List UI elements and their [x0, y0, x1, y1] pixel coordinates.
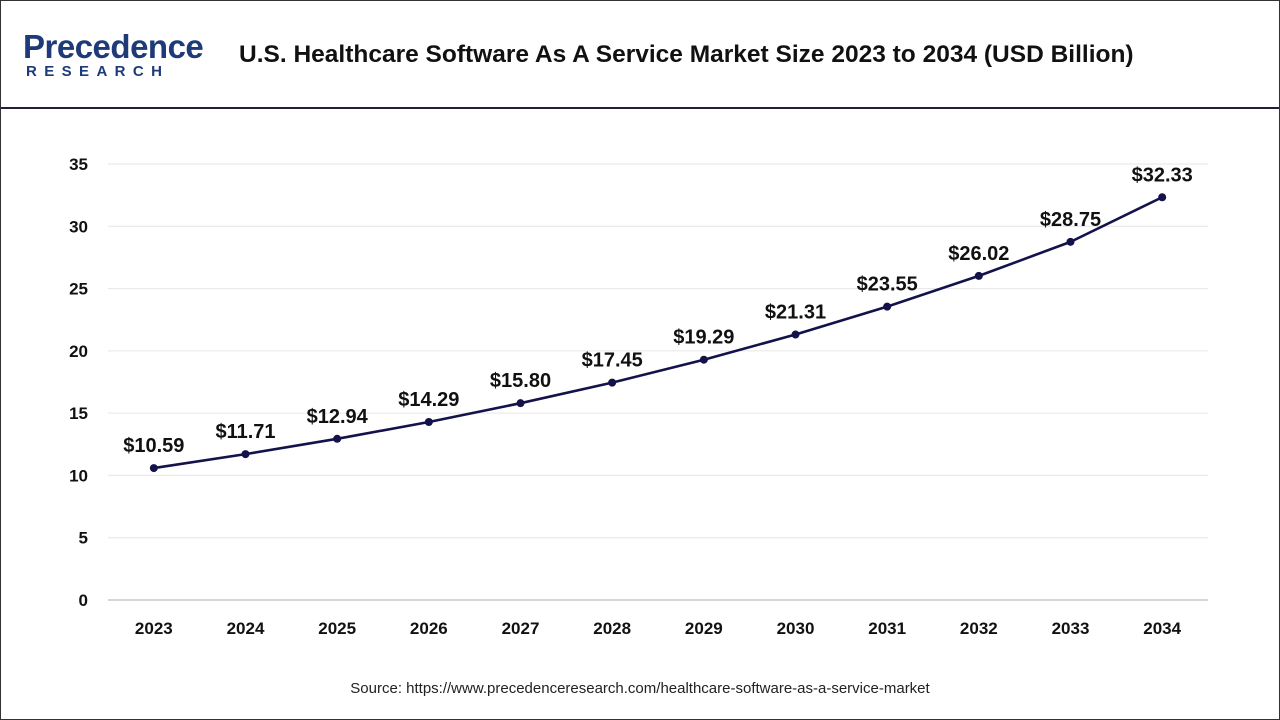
data-point — [1158, 193, 1167, 202]
data-point — [791, 330, 800, 339]
y-tick-label: 30 — [69, 217, 88, 236]
data-point — [333, 434, 342, 443]
data-label: $23.55 — [857, 274, 918, 296]
brand-name: Precedence — [23, 28, 204, 65]
data-point — [974, 271, 983, 280]
data-label: $10.59 — [123, 435, 184, 457]
x-tick-label: 2031 — [868, 619, 906, 638]
x-tick-label: 2028 — [593, 619, 631, 638]
brand-logo: Precedence RESEARCH — [23, 29, 223, 85]
data-point — [241, 450, 250, 459]
brand-subname: RESEARCH — [26, 63, 170, 80]
series-line — [153, 196, 1163, 470]
data-label: $15.80 — [490, 370, 551, 392]
data-label: $17.45 — [582, 350, 643, 372]
data-point — [608, 378, 617, 387]
x-tick-label: 2023 — [135, 619, 173, 638]
chart-title: U.S. Healthcare Software As A Service Ma… — [239, 41, 1134, 68]
data-point — [883, 302, 892, 311]
data-label: $26.02 — [948, 243, 1009, 265]
y-tick-label: 10 — [69, 466, 88, 485]
data-label: $32.33 — [1132, 164, 1193, 186]
x-tick-label: 2026 — [410, 619, 448, 638]
data-label: $11.71 — [215, 421, 275, 443]
x-tick-label: 2030 — [777, 619, 815, 638]
y-tick-label: 20 — [69, 342, 88, 361]
x-tick-label: 2029 — [685, 619, 723, 638]
x-tick-label: 2024 — [227, 619, 265, 638]
data-label: $21.31 — [765, 302, 826, 324]
data-point — [1066, 237, 1075, 246]
x-tick-label: 2034 — [1143, 619, 1181, 638]
data-label: $14.29 — [398, 389, 459, 411]
y-tick-label: 15 — [69, 404, 88, 423]
header: Precedence RESEARCH U.S. Healthcare Soft… — [1, 1, 1279, 109]
y-tick-label: 0 — [79, 591, 88, 610]
data-label: $28.75 — [1040, 209, 1101, 231]
data-label: $19.29 — [673, 327, 734, 349]
data-point — [699, 355, 708, 364]
x-tick-label: 2033 — [1052, 619, 1090, 638]
data-label: $12.94 — [307, 406, 369, 428]
data-point — [149, 464, 158, 473]
source-note: Source: https://www.precedenceresearch.c… — [350, 680, 930, 697]
y-tick-label: 5 — [79, 529, 88, 548]
data-point — [424, 417, 433, 426]
x-tick-label: 2025 — [318, 619, 356, 638]
y-tick-label: 35 — [69, 155, 88, 174]
y-tick-label: 25 — [69, 280, 88, 299]
x-tick-label: 2027 — [502, 619, 540, 638]
data-point — [516, 399, 525, 408]
x-tick-label: 2032 — [960, 619, 998, 638]
